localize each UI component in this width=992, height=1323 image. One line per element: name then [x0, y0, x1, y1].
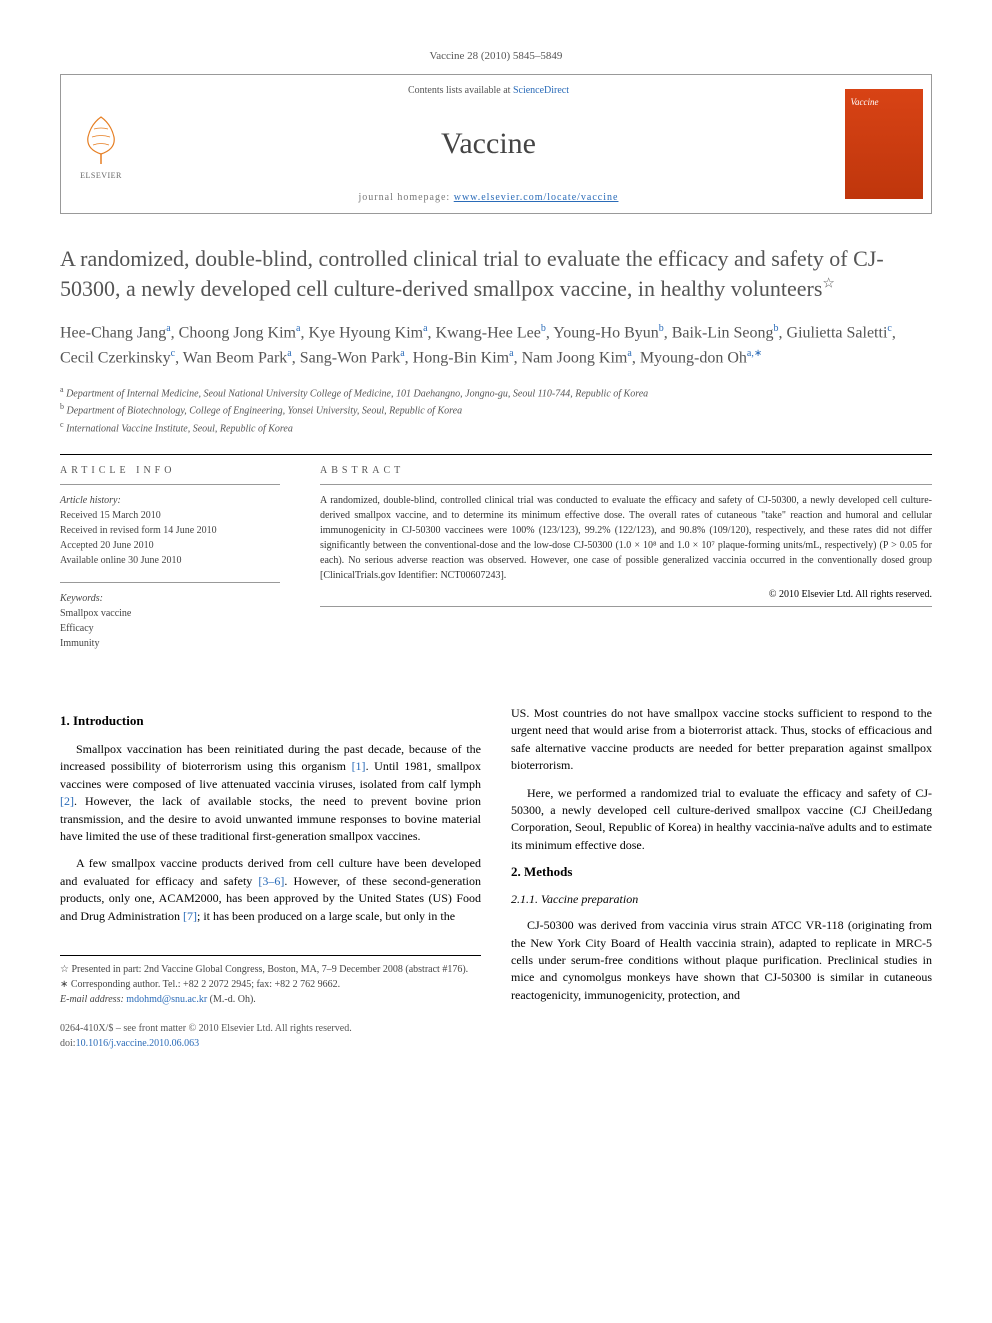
- doi-label: doi:: [60, 1038, 76, 1049]
- copyright-line: © 2010 Elsevier Ltd. All rights reserved…: [320, 589, 932, 607]
- corresponding-text: Corresponding author. Tel.: +82 2 2072 2…: [71, 979, 340, 990]
- keyword-line: Smallpox vaccine: [60, 606, 280, 621]
- email-footnote: E-mail address: mdohmd@snu.ac.kr (M.-d. …: [60, 992, 481, 1007]
- keywords-label: Keywords:: [60, 591, 280, 606]
- intro-heading: 1. Introduction: [60, 713, 481, 729]
- intro-paragraph-2-cont: US. Most countries do not have smallpox …: [511, 705, 932, 775]
- history-line: Accepted 20 June 2010: [60, 538, 280, 553]
- homepage-link[interactable]: www.elsevier.com/locate/vaccine: [454, 192, 619, 203]
- header-center: Contents lists available at ScienceDirec…: [141, 75, 836, 213]
- publisher-name: ELSEVIER: [80, 171, 122, 180]
- history-label: Article history:: [60, 493, 280, 508]
- presented-footnote: ☆ Presented in part: 2nd Vaccine Global …: [60, 962, 481, 977]
- sciencedirect-link[interactable]: ScienceDirect: [513, 85, 569, 96]
- methods-paragraph-1: CJ-50300 was derived from vaccinia virus…: [511, 917, 932, 1004]
- email-link[interactable]: mdohmd@snu.ac.kr: [126, 994, 207, 1005]
- intro-paragraph-2: A few smallpox vaccine products derived …: [60, 855, 481, 925]
- journal-cover: Vaccine: [836, 75, 931, 213]
- keyword-line: Immunity: [60, 636, 280, 651]
- article-info: ARTICLE INFO Article history: Received 1…: [60, 465, 280, 665]
- author-list: Hee-Chang Janga, Choong Jong Kima, Kye H…: [60, 321, 932, 370]
- affiliations: a Department of Internal Medicine, Seoul…: [60, 384, 932, 436]
- history-line: Received in revised form 14 June 2010: [60, 523, 280, 538]
- page-container: Vaccine 28 (2010) 5845–5849 ELSEVIER Con…: [0, 0, 992, 1091]
- homepage-line: journal homepage: www.elsevier.com/locat…: [141, 192, 836, 203]
- email-who: (M.-d. Oh).: [210, 994, 256, 1005]
- abstract: ABSTRACT A randomized, double-blind, con…: [320, 465, 932, 665]
- title-text: A randomized, double-blind, controlled c…: [60, 246, 884, 301]
- corresponding-footnote: ∗ Corresponding author. Tel.: +82 2 2072…: [60, 977, 481, 992]
- right-column: US. Most countries do not have smallpox …: [511, 705, 932, 1051]
- section-divider: [60, 454, 932, 455]
- intro-paragraph-3: Here, we performed a randomized trial to…: [511, 785, 932, 855]
- article-history-block: Article history: Received 15 March 2010R…: [60, 484, 280, 568]
- methods-heading: 2. Methods: [511, 864, 932, 880]
- journal-header: ELSEVIER Contents lists available at Sci…: [60, 74, 932, 214]
- info-abstract-row: ARTICLE INFO Article history: Received 1…: [60, 465, 932, 665]
- issn-line: 0264-410X/$ – see front matter © 2010 El…: [60, 1021, 481, 1036]
- bottom-meta: 0264-410X/$ – see front matter © 2010 El…: [60, 1021, 481, 1051]
- left-column: 1. Introduction Smallpox vaccination has…: [60, 705, 481, 1051]
- elsevier-tree-icon: [76, 109, 126, 169]
- intro-paragraph-1: Smallpox vaccination has been reinitiate…: [60, 741, 481, 845]
- affiliation-line: c International Vaccine Institute, Seoul…: [60, 419, 932, 436]
- keywords-block: Keywords: Smallpox vaccineEfficacyImmuni…: [60, 582, 280, 651]
- contents-available-line: Contents lists available at ScienceDirec…: [141, 85, 836, 96]
- methods-sub1-heading: 2.1.1. Vaccine preparation: [511, 892, 932, 907]
- affiliation-line: b Department of Biotechnology, College o…: [60, 401, 932, 418]
- keyword-line: Efficacy: [60, 621, 280, 636]
- cover-title-text: Vaccine: [851, 97, 879, 107]
- history-line: Received 15 March 2010: [60, 508, 280, 523]
- history-line: Available online 30 June 2010: [60, 553, 280, 568]
- body-columns: 1. Introduction Smallpox vaccination has…: [60, 705, 932, 1051]
- affiliation-line: a Department of Internal Medicine, Seoul…: [60, 384, 932, 401]
- doi-line: doi:10.1016/j.vaccine.2010.06.063: [60, 1036, 481, 1051]
- contents-prefix: Contents lists available at: [408, 85, 513, 96]
- abstract-heading: ABSTRACT: [320, 465, 932, 476]
- abstract-text: A randomized, double-blind, controlled c…: [320, 484, 932, 583]
- asterisk-marker: ∗: [60, 979, 71, 990]
- email-label: E-mail address:: [60, 994, 124, 1005]
- presented-text: Presented in part: 2nd Vaccine Global Co…: [71, 964, 468, 975]
- journal-name: Vaccine: [141, 127, 836, 161]
- footnotes: ☆ Presented in part: 2nd Vaccine Global …: [60, 955, 481, 1007]
- publisher-logo: ELSEVIER: [61, 75, 141, 213]
- homepage-prefix: journal homepage:: [359, 192, 454, 203]
- article-info-heading: ARTICLE INFO: [60, 465, 280, 476]
- title-footnote-marker: ☆: [822, 276, 835, 291]
- citation-line: Vaccine 28 (2010) 5845–5849: [60, 50, 932, 62]
- article-title: A randomized, double-blind, controlled c…: [60, 244, 932, 303]
- cover-thumbnail: Vaccine: [845, 89, 923, 199]
- star-marker: ☆: [60, 964, 69, 975]
- doi-link[interactable]: 10.1016/j.vaccine.2010.06.063: [76, 1038, 200, 1049]
